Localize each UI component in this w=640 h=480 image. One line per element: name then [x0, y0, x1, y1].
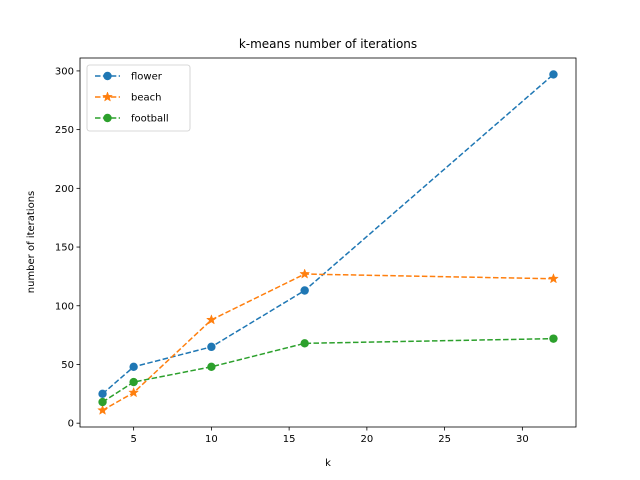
series-flower: [98, 70, 558, 399]
legend-marker: [103, 71, 112, 81]
data-point-football: [549, 334, 558, 343]
chart-title: k-means number of iterations: [239, 37, 417, 51]
data-point-football: [98, 397, 107, 407]
y-tick-label: 0: [68, 419, 74, 430]
data-point-flower: [98, 389, 107, 399]
series-layer: [97, 70, 559, 415]
y-tick-label: 300: [55, 66, 74, 77]
data-point-football: [207, 362, 216, 372]
data-point-flower: [129, 362, 138, 372]
x-tick-label: 10: [205, 434, 218, 445]
data-point-flower: [207, 342, 216, 352]
y-tick-label: 100: [55, 301, 74, 312]
data-point-beach: [97, 404, 108, 415]
data-point-beach: [205, 314, 217, 325]
legend-item-flower: flower: [95, 72, 163, 83]
y-tick-label: 150: [55, 243, 74, 254]
legend-box: [86, 64, 191, 132]
data-point-football: [129, 377, 138, 387]
y-tick-label: 250: [55, 125, 74, 136]
data-point-football: [300, 339, 309, 348]
series-football: [98, 334, 558, 407]
legend: flower beach football: [86, 64, 191, 132]
x-axis-label: k: [325, 458, 331, 469]
y-axis-label: number of iterations: [26, 191, 37, 293]
data-point-beach: [299, 268, 311, 279]
plot-frame: [79, 57, 577, 428]
x-axis: 5 10 15 20 25 30: [130, 427, 529, 445]
y-tick-label: 200: [55, 184, 74, 195]
legend-label: football: [131, 114, 169, 125]
legend-item-beach: beach: [95, 91, 161, 104]
data-point-flower: [549, 70, 558, 79]
x-tick-label: 5: [130, 434, 136, 445]
legend-marker: [102, 91, 113, 102]
data-point-beach: [548, 273, 559, 284]
series-beach: [97, 268, 559, 415]
data-point-flower: [300, 286, 309, 295]
x-tick-label: 30: [516, 434, 529, 445]
data-point-beach: [128, 386, 140, 398]
y-axis: 0 50 100 150 200 250 300: [55, 66, 80, 430]
x-tick-label: 15: [283, 434, 296, 445]
x-tick-label: 20: [361, 434, 374, 445]
x-tick-label: 25: [438, 434, 451, 445]
series-line-football: [102, 337, 554, 403]
legend-marker: [103, 113, 112, 123]
y-tick-label: 50: [61, 360, 74, 371]
legend-item-football: football: [95, 114, 169, 125]
legend-label: beach: [131, 93, 161, 104]
legend-label: flower: [131, 72, 163, 83]
